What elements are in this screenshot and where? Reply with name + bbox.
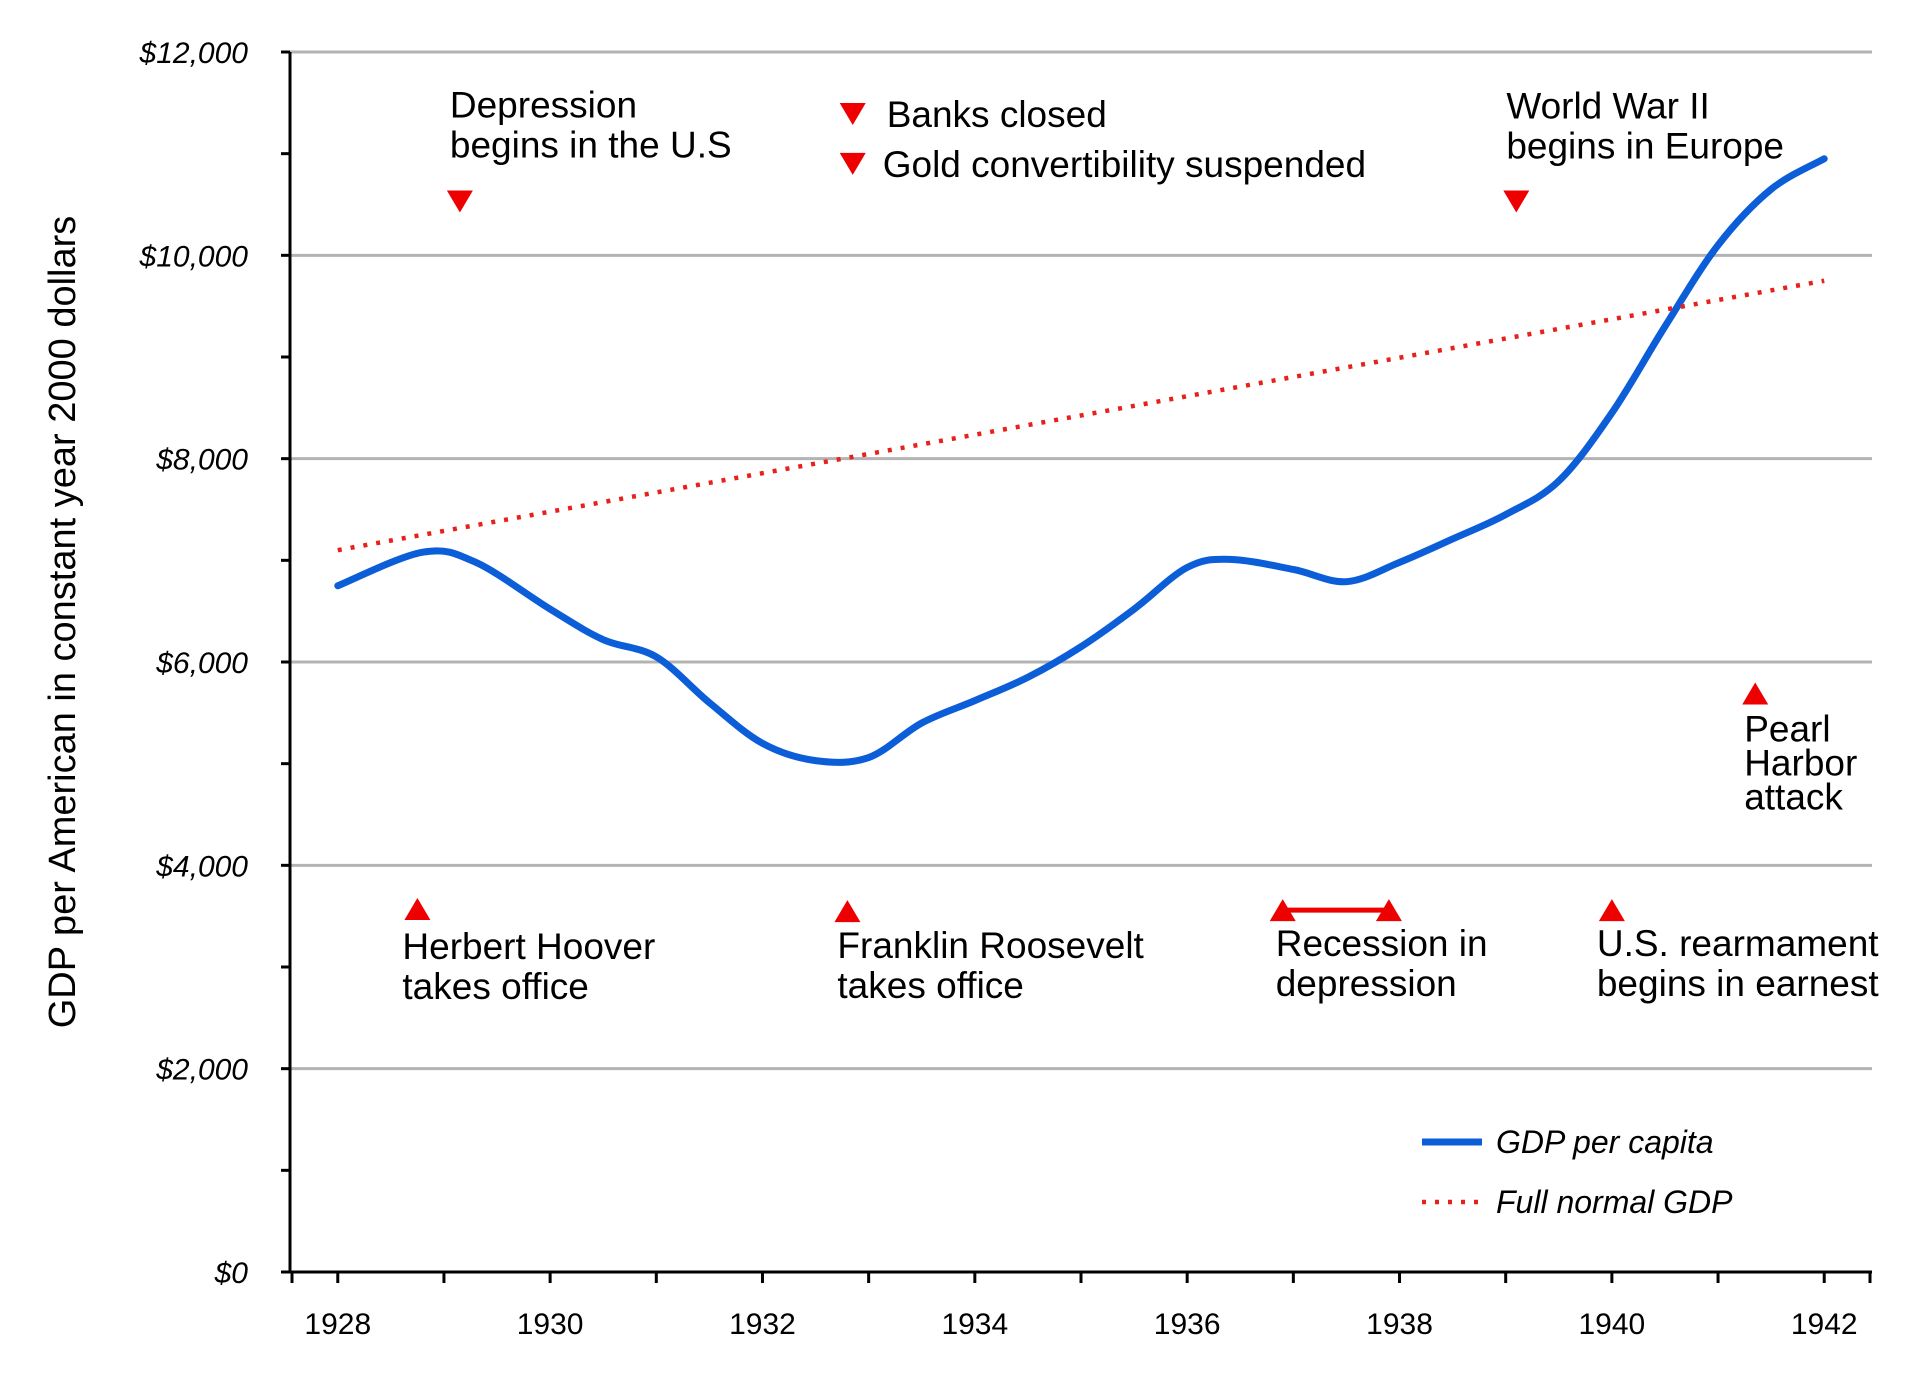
annotation-text-gold: Gold convertibility suspended	[883, 144, 1366, 185]
annotation-text-recession: depression	[1276, 963, 1457, 1004]
y-axis-label: GDP per American in constant year 2000 d…	[42, 216, 84, 1029]
annotation-marker-up	[404, 898, 431, 921]
x-tick-label: 1936	[1154, 1308, 1221, 1341]
legend-label-full-normal-gdp: Full normal GDP	[1496, 1184, 1733, 1220]
series-1	[337, 278, 1825, 553]
x-tick-label: 1932	[729, 1308, 796, 1341]
series-line-gdp-per-capita	[334, 155, 1828, 766]
annotation-text-banks: Banks closed	[887, 94, 1107, 135]
annotation-marker-up	[1375, 899, 1402, 922]
annotation-marker-up	[834, 900, 861, 923]
annotation-text-ww2: World War II	[1506, 85, 1710, 126]
annotation-marker-down	[839, 152, 866, 175]
annotation-text-hoover: takes office	[402, 966, 588, 1007]
annotation-marker-up	[1742, 682, 1769, 705]
annotation-text-hoover: Herbert Hoover	[402, 926, 655, 967]
annotation-text-recession: Recession in	[1276, 923, 1488, 964]
x-tick-label: 1928	[304, 1308, 371, 1341]
series-0	[334, 155, 1828, 766]
annotation-text-pearl: attack	[1744, 777, 1843, 818]
annotation-marker-down	[446, 190, 473, 213]
annotation-marker-up	[1269, 899, 1296, 922]
y-tick-label: $0	[214, 1257, 249, 1290]
annotation-text-rearm: begins in earnest	[1597, 963, 1880, 1004]
legend: GDP per capita Full normal GDP	[1422, 1124, 1733, 1220]
y-tick-label: $6,000	[155, 647, 248, 680]
annotation-marker-down	[839, 103, 866, 126]
legend-label-gdp-per-capita: GDP per capita	[1496, 1124, 1714, 1160]
annotation-text-ww2: begins in Europe	[1506, 125, 1784, 166]
series-line-full-normal-gdp	[337, 278, 1825, 553]
annotation-text-depression: Depression	[450, 84, 637, 125]
annotation-marker-down	[1503, 190, 1530, 213]
x-tick-label: 1940	[1578, 1308, 1645, 1341]
y-tick-label: $4,000	[155, 850, 248, 883]
y-tick-label: $10,000	[139, 240, 249, 273]
y-tick-label: $8,000	[155, 444, 248, 477]
y-tick-label: $2,000	[155, 1054, 248, 1087]
annotation-text-pearl: Harbor	[1744, 743, 1857, 784]
annotation-text-fdr: takes office	[837, 965, 1023, 1006]
annotation-text-fdr: Franklin Roosevelt	[837, 925, 1144, 966]
y-tick-label: $12,000	[139, 37, 249, 70]
x-tick-label: 1942	[1791, 1308, 1858, 1341]
annotation-text-rearm: U.S. rearmament	[1597, 923, 1879, 964]
annotation-text-depression: begins in the U.S	[450, 124, 732, 165]
x-tick-label: 1930	[517, 1308, 584, 1341]
x-tick-label: 1938	[1366, 1308, 1433, 1341]
annotation-marker-up	[1598, 899, 1625, 922]
annotation-text-pearl: Pearl	[1744, 709, 1830, 750]
x-tick-label: 1934	[941, 1308, 1008, 1341]
